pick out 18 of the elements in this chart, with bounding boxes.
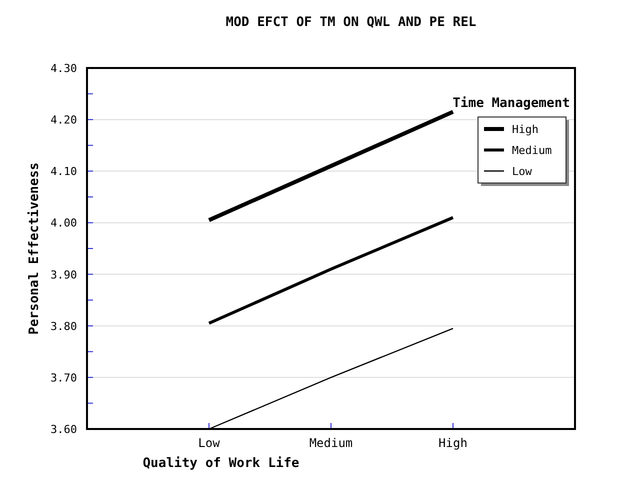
y-tick-label: 3.90 xyxy=(50,268,77,282)
y-tick-label: 4.10 xyxy=(50,165,77,178)
y-axis-title: Personal Effectiveness xyxy=(27,162,42,335)
chart-title: MOD EFCT OF TM ON QWL AND PE REL xyxy=(226,15,476,30)
y-tick-label: 3.70 xyxy=(50,371,77,384)
legend-label: Low xyxy=(512,165,532,178)
legend-label: Medium xyxy=(512,144,552,157)
x-tick-label: Medium xyxy=(309,436,353,450)
x-axis-title: Quality of Work Life xyxy=(142,456,300,471)
x-tick-label: Low xyxy=(198,436,221,450)
x-tick-label: High xyxy=(438,436,468,450)
y-tick-label: 3.80 xyxy=(50,320,77,333)
y-tick-label: 3.60 xyxy=(50,423,77,436)
y-tick-label: 4.00 xyxy=(50,216,77,230)
y-tick-label: 4.30 xyxy=(50,62,77,75)
y-tick-label: 4.20 xyxy=(50,114,77,127)
legend-title: Time Management xyxy=(452,96,570,111)
legend-label: High xyxy=(512,123,538,136)
